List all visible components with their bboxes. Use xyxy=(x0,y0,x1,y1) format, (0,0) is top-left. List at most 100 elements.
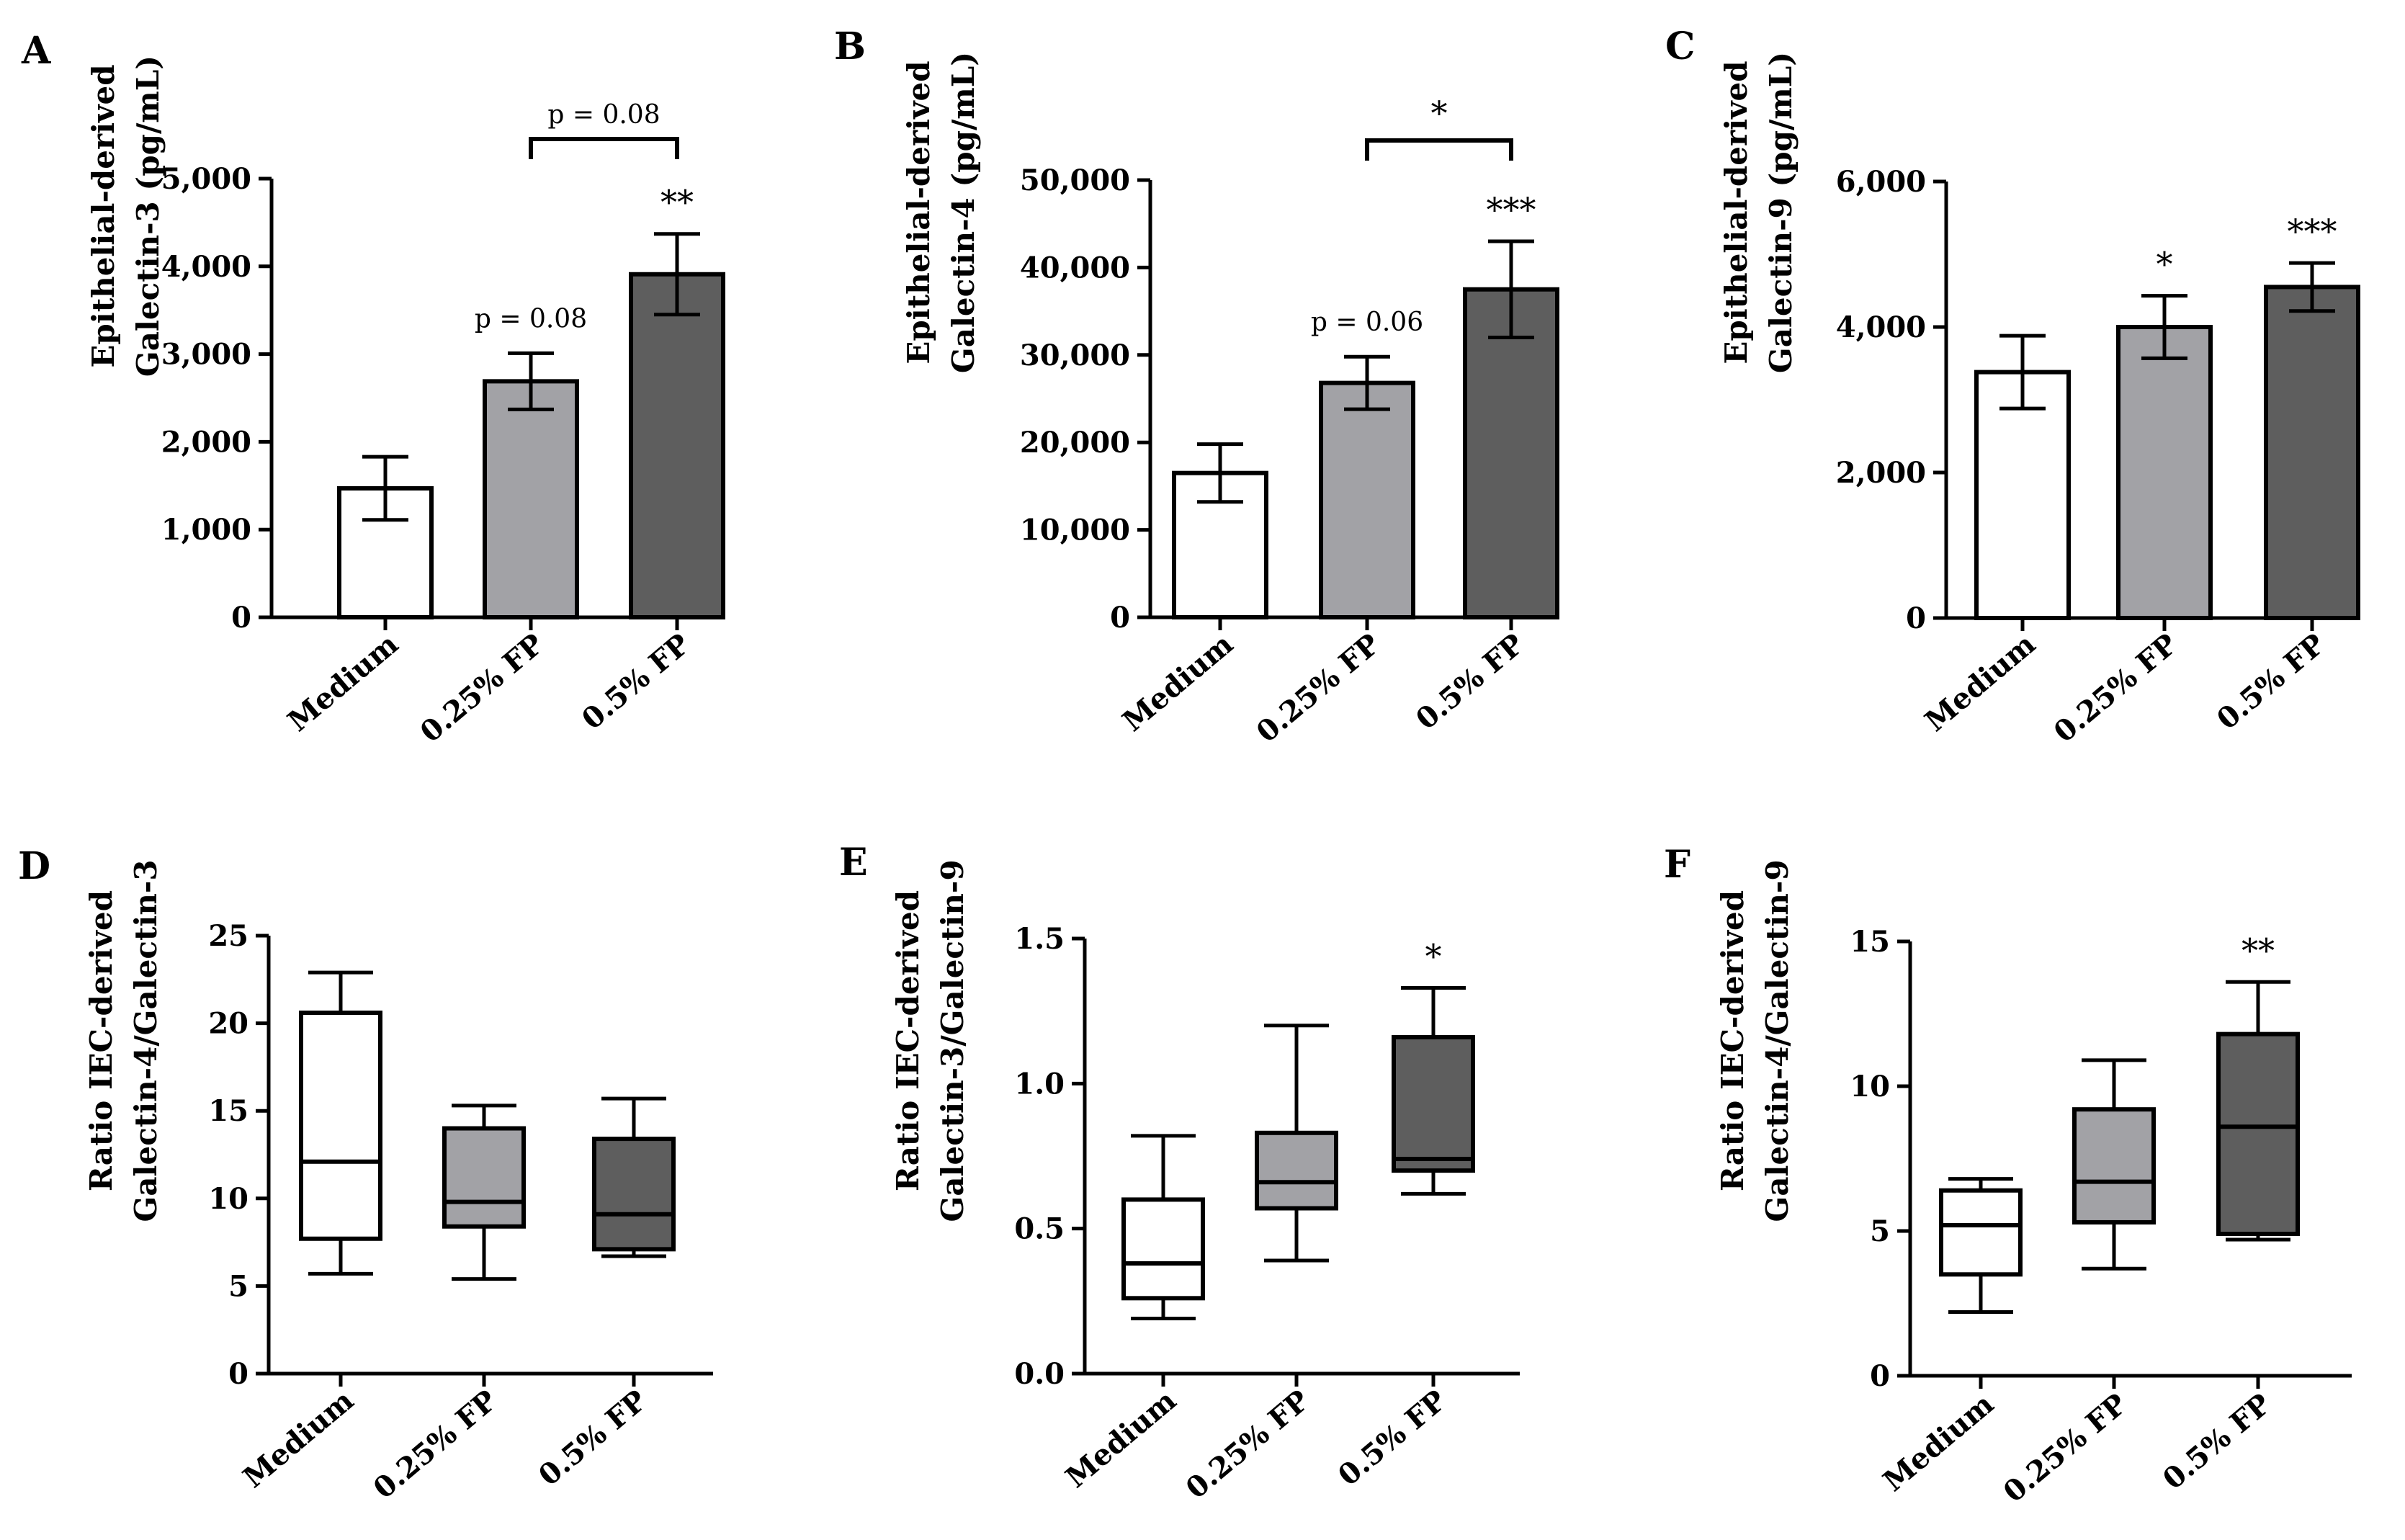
y-tick-label: 1,000 xyxy=(161,513,251,547)
y-tick-label: 0.5 xyxy=(1014,1212,1065,1246)
y-axis-label-line: Galectin-4/Galectin-9 xyxy=(1760,859,1795,1222)
panel-c: C 0 2,000 4,000 6,000 Epithelial-derived Galec… xyxy=(1665,24,2360,750)
y-tick-label: 20 xyxy=(208,1007,248,1041)
y-tick-label: 5 xyxy=(1870,1214,1890,1248)
panel-letter: F xyxy=(1664,843,1690,887)
x-tick-label: Medium xyxy=(1116,627,1240,738)
bracket-label: * xyxy=(1431,94,1448,133)
bar xyxy=(1319,380,1415,619)
x-tick-label: 0.25% FP xyxy=(367,1384,503,1506)
x-tick-label: 0.5% FP xyxy=(532,1384,653,1493)
box xyxy=(2216,1031,2300,1237)
y-axis-label-line: Galectin-3 (pg/mL) xyxy=(130,55,166,377)
significance-label: p = 0.06 xyxy=(1311,308,1423,337)
significance-label: ** xyxy=(2241,931,2275,970)
y-axis-label-line: Ratio IEC-derived xyxy=(84,890,119,1191)
bar xyxy=(483,379,579,619)
x-tick-label: 0.25% FP xyxy=(1250,627,1387,750)
box xyxy=(442,1126,526,1229)
box xyxy=(1255,1130,1338,1211)
y-tick-label: 0 xyxy=(1870,1359,1890,1393)
x-tick-label: Medium xyxy=(237,1384,360,1495)
panel-d: D 0 5 10 15 20 25 Ratio IEC-derived Galectin-4/G… xyxy=(18,844,713,1505)
y-axis-label-line: Galectin-3/Galectin-9 xyxy=(935,859,970,1222)
y-axis-label-line: Epithelial-derived xyxy=(86,64,121,367)
y-tick-label: 40,000 xyxy=(1020,251,1130,285)
significance-label: *** xyxy=(2288,212,2337,251)
significance-label: p = 0.08 xyxy=(475,304,587,333)
y-tick-label: 10,000 xyxy=(1020,514,1130,547)
y-axis-label: Ratio IEC-derived Galectin-4/Galectin-3 xyxy=(84,859,164,1222)
y-tick-label: 20,000 xyxy=(1020,426,1130,460)
y-tick-label: 5 xyxy=(228,1269,248,1303)
y-tick-label: 0 xyxy=(1110,601,1130,635)
y-axis-label: Ratio IEC-derived Galectin-3/Galectin-9 xyxy=(890,859,970,1222)
bracket-label: p = 0.08 xyxy=(547,100,660,130)
significance-label: * xyxy=(1425,936,1442,975)
panel-e: E 0.0 0.5 1.0 1.5 Ratio IEC-derived Galectin-3… xyxy=(839,841,1520,1505)
y-tick-label: 1.0 xyxy=(1014,1067,1065,1101)
x-tick-label: 0.25% FP xyxy=(1180,1384,1316,1506)
box xyxy=(299,1011,382,1241)
x-tick-label: 0.5% FP xyxy=(2211,627,2332,737)
y-tick-label: 25 xyxy=(208,919,248,953)
y-tick-label: 0.0 xyxy=(1014,1357,1065,1391)
y-tick-label: 15 xyxy=(208,1094,248,1128)
x-tick-label: 0.5% FP xyxy=(576,627,697,737)
y-tick-label: 0 xyxy=(231,601,251,635)
x-tick-label: 0.25% FP xyxy=(1997,1387,2133,1510)
box xyxy=(1392,1034,1475,1173)
panel-a: A01,0002,0003,0004,0005,000Epithelial-de… xyxy=(21,29,725,750)
y-axis-label-line: Epithelial-derived xyxy=(1719,61,1754,364)
box xyxy=(2072,1107,2156,1225)
significance-label: *** xyxy=(1487,190,1536,229)
bar xyxy=(629,272,725,619)
y-axis-label: Epithelial-derived Galectin-3 (pg/mL) xyxy=(86,55,166,377)
panel-letter: D xyxy=(18,844,50,888)
panel-letter: B xyxy=(834,24,866,68)
x-tick-label: 0.5% FP xyxy=(1410,627,1531,737)
significance-label: ** xyxy=(660,183,694,222)
x-tick-label: 0.5% FP xyxy=(1332,1384,1453,1493)
comparison-bracket xyxy=(1365,138,1513,161)
x-tick-label: Medium xyxy=(282,627,405,738)
y-tick-label: 10 xyxy=(208,1182,248,1216)
y-tick-label: 0 xyxy=(228,1357,248,1391)
y-axis-label-line: Epithelial-derived xyxy=(901,61,936,364)
x-tick-label: 0.25% FP xyxy=(2048,627,2184,750)
panel-letter: A xyxy=(21,29,51,73)
y-tick-label: 5,000 xyxy=(161,162,251,196)
panel-letter: E xyxy=(839,841,868,885)
y-tick-label: 2,000 xyxy=(161,425,251,459)
y-axis-label-line: Galectin-4 (pg/mL) xyxy=(946,52,981,373)
x-tick-label: 0.25% FP xyxy=(414,627,550,750)
y-axis-label-line: Ratio IEC-derived xyxy=(890,890,926,1191)
bar xyxy=(2264,285,2360,620)
y-tick-label: 15 xyxy=(1850,925,1890,959)
y-tick-label: 10 xyxy=(1850,1070,1890,1103)
y-axis-label-line: Ratio IEC-derived xyxy=(1715,890,1750,1191)
x-tick-label: Medium xyxy=(1877,1387,2000,1498)
y-tick-label: 1.5 xyxy=(1014,922,1065,956)
x-tick-label: Medium xyxy=(1919,627,2042,738)
y-tick-label: 4,000 xyxy=(1836,310,1926,344)
x-tick-label: 0.5% FP xyxy=(2157,1387,2278,1497)
y-tick-label: 2,000 xyxy=(1836,456,1926,490)
y-tick-label: 50,000 xyxy=(1020,164,1130,197)
box xyxy=(1939,1188,2023,1277)
y-tick-label: 3,000 xyxy=(161,338,251,372)
comparison-bracket xyxy=(529,137,679,159)
box xyxy=(1121,1197,1205,1301)
x-tick-label: Medium xyxy=(1060,1384,1183,1495)
y-axis-label: Epithelial-derived Galectin-4 (pg/mL) xyxy=(901,52,981,373)
y-axis-label: Ratio IEC-derived Galectin-4/Galectin-9 xyxy=(1715,859,1795,1222)
y-axis-label-line: Galectin-9 (pg/mL) xyxy=(1763,52,1799,373)
y-tick-label: 30,000 xyxy=(1020,339,1130,372)
y-tick-label: 4,000 xyxy=(161,250,251,284)
y-tick-label: 6,000 xyxy=(1836,165,1926,199)
bar xyxy=(2116,325,2213,620)
y-axis-label-line: Galectin-4/Galectin-3 xyxy=(128,859,164,1222)
significance-label: * xyxy=(2157,245,2173,284)
panel-f: F 0 5 10 15 Ratio IEC-derived Galectin-4/Galec… xyxy=(1664,843,2352,1509)
